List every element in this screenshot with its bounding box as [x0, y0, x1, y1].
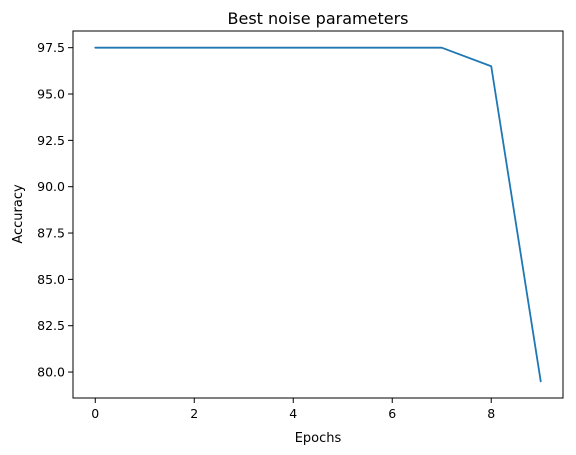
x-axis: 0 2 4 6 8	[91, 398, 495, 421]
x-tick-label: 2	[190, 406, 198, 421]
y-tick-label: 80.0	[37, 365, 65, 380]
y-tick-label: 87.5	[37, 226, 65, 241]
chart-title: Best noise parameters	[228, 9, 409, 28]
y-tick-label: 95.0	[37, 87, 65, 102]
x-axis-label: Epochs	[295, 431, 342, 446]
y-tick-label: 82.5	[37, 318, 65, 333]
y-tick-label: 90.0	[37, 179, 65, 194]
x-tick-label: 0	[91, 406, 99, 421]
y-tick-label: 85.0	[37, 272, 65, 287]
plot-frame	[72, 30, 564, 399]
y-tick-label: 92.5	[37, 133, 65, 148]
y-axis-label: Accuracy	[11, 184, 26, 244]
x-tick-label: 4	[289, 406, 297, 421]
series-layer	[94, 46, 542, 383]
plot-area: 80.0 82.5 85.0 87.5 90.0 92.5 95.0 97.5 0 2 4 6 8	[37, 30, 564, 421]
y-tick-label: 97.5	[37, 40, 65, 55]
series-line	[94, 46, 542, 383]
x-tick-label: 6	[388, 406, 396, 421]
y-axis: 80.0 82.5 85.0 87.5 90.0 92.5 95.0 97.5	[37, 40, 73, 380]
x-tick-label: 8	[487, 406, 495, 421]
